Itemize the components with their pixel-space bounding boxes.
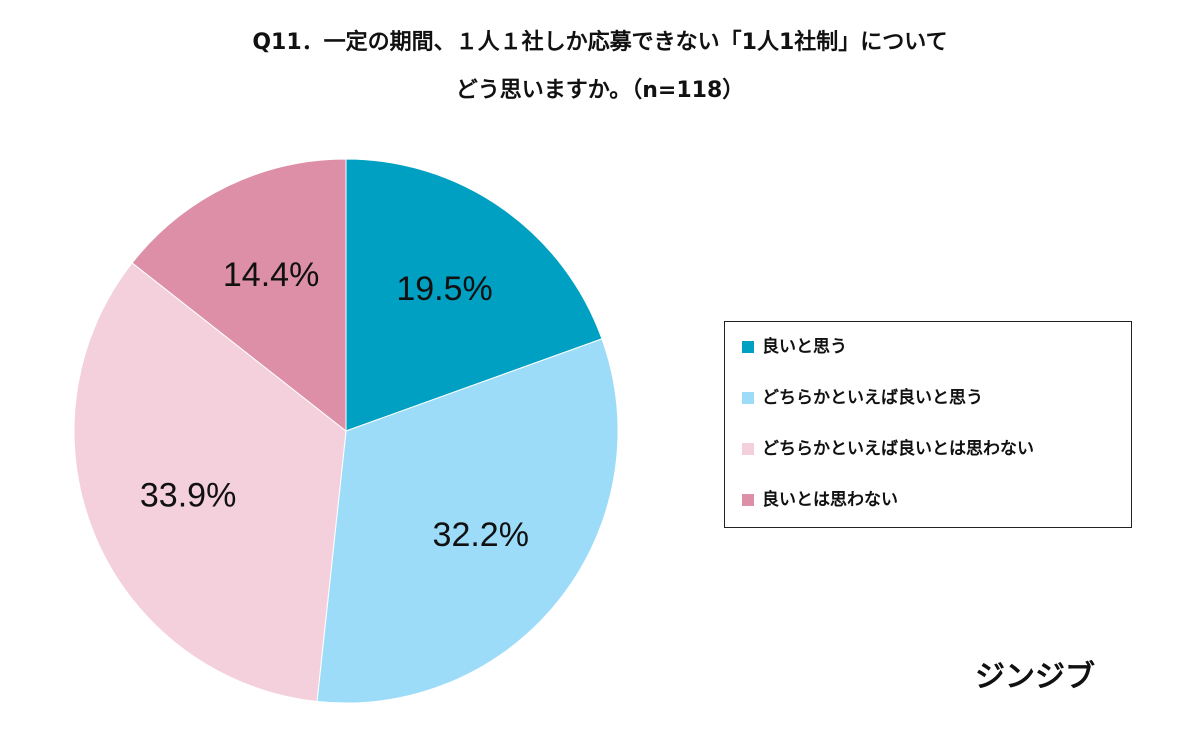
pie-slice (131, 158, 347, 433)
value-label: 33.9% (140, 477, 236, 515)
legend-swatch (742, 494, 754, 506)
value-label: 32.2% (433, 516, 529, 554)
pie-slice (73, 262, 347, 703)
legend-box (724, 321, 1132, 528)
legend-entry: 良いとは思わない (762, 489, 898, 510)
legend-entry: 良いと思う (762, 336, 847, 357)
value-label: 19.5% (396, 270, 492, 308)
chart-subtitle: どう思いますか。（n=118） (456, 78, 745, 103)
value-label: 14.4% (223, 256, 319, 294)
pie-slice (345, 158, 603, 432)
chart-title: Q11．一定の期間、１人１社しか応募できない「1人1社制」について (252, 29, 947, 55)
brand-logo: ジンジブ (975, 660, 1095, 695)
legend-swatch (742, 341, 754, 353)
pie-slice (316, 338, 619, 704)
legend-swatch (742, 443, 754, 455)
legend-entry: どちらかといえば良いと思う (762, 387, 983, 408)
legend-entry: どちらかといえば良いとは思わない (762, 438, 1034, 459)
legend-swatch (742, 392, 754, 404)
